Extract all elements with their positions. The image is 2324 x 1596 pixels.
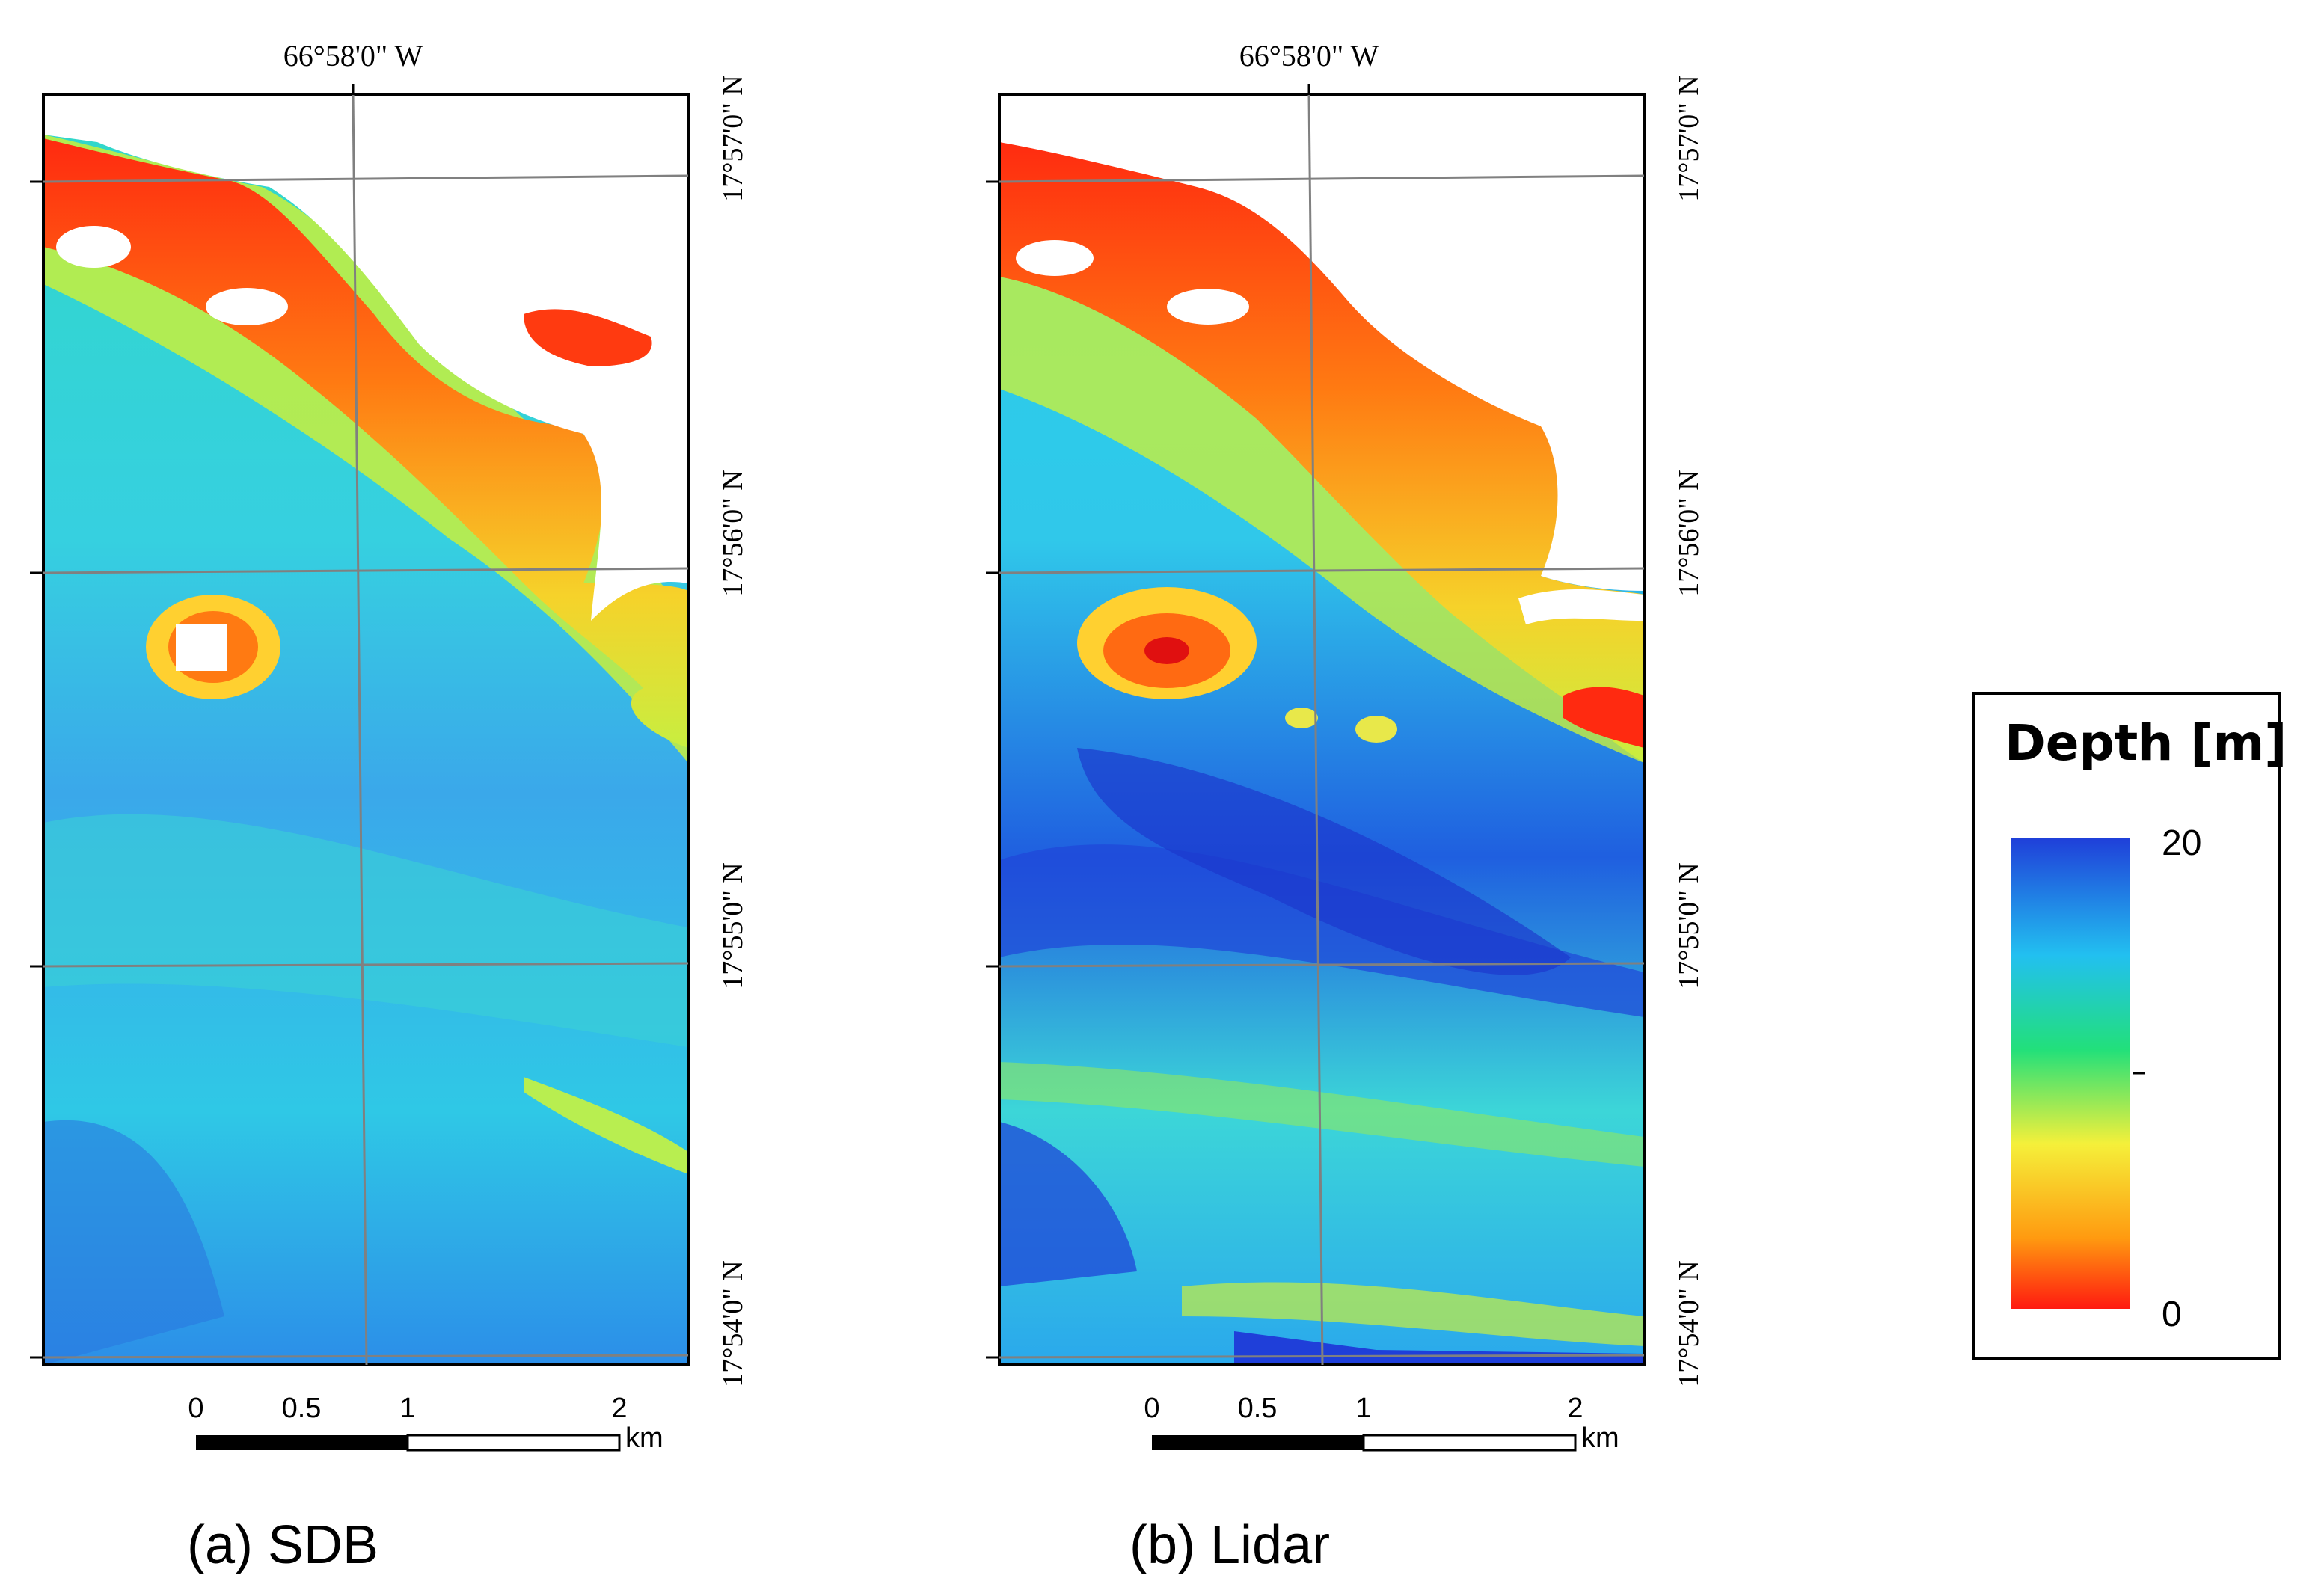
lidar-scale-bar: 0 0.5 1 2 km — [1144, 1393, 1619, 1454]
lidar-latitude-label: 17°57'0" N — [1673, 75, 1705, 202]
lidar-latitude-label: 17°56'0" N — [1673, 470, 1705, 597]
scale-unit: km — [625, 1422, 663, 1454]
sdb-latitude-label: 17°56'0" N — [717, 470, 749, 597]
sdb-longitude-label: 66°58'0" W — [283, 39, 423, 73]
caption-lidar: (b) Lidar — [1129, 1515, 1331, 1575]
scale-tick-label: 1 — [399, 1393, 415, 1424]
legend — [1972, 692, 2281, 1360]
sdb-frame-ticks — [30, 84, 355, 1359]
sdb-latitude-label: 17°57'0" N — [717, 75, 749, 202]
lidar-latitude-label: 17°55'0" N — [1673, 862, 1705, 989]
legend-color-ramp — [2011, 838, 2130, 1309]
sdb-latitude-label: 17°55'0" N — [717, 862, 749, 989]
panel-sdb: 66°58'0" W 17°57'0" N 17°56'0" N 17°55'0… — [30, 39, 749, 1454]
scale-tick-label: 1 — [1355, 1393, 1371, 1424]
scale-tick-label: 0.5 — [282, 1393, 322, 1424]
lidar-longitude-label: 66°58'0" W — [1239, 39, 1379, 73]
sdb-scale-bar: 0 0.5 1 2 km — [188, 1393, 663, 1454]
legend-title: Depth [m] — [2005, 714, 2287, 772]
sdb-raster — [43, 95, 688, 1365]
scale-tick-label: 2 — [1567, 1393, 1583, 1424]
scale-unit: km — [1581, 1422, 1619, 1454]
scale-tick-label: 0.5 — [1238, 1393, 1278, 1424]
caption-sdb: (a) SDB — [187, 1515, 379, 1575]
lidar-latitude-label: 17°54'0" N — [1673, 1260, 1705, 1387]
lidar-raster — [999, 95, 1644, 1365]
legend-max-label: 20 — [2162, 823, 2202, 863]
scale-tick-label: 2 — [611, 1393, 627, 1424]
scale-tick-label: 0 — [1144, 1393, 1159, 1424]
sdb-graticule — [43, 94, 689, 1366]
legend-min-label: 0 — [2162, 1295, 2182, 1334]
lidar-frame-ticks — [986, 84, 1310, 1359]
sdb-latitude-label: 17°54'0" N — [717, 1260, 749, 1387]
scale-tick-label: 0 — [188, 1393, 203, 1424]
panel-lidar: 66°58'0" W 17°57'0" N 17°56'0" N 17°55'0… — [986, 39, 1705, 1454]
lidar-graticule — [999, 94, 1645, 1366]
